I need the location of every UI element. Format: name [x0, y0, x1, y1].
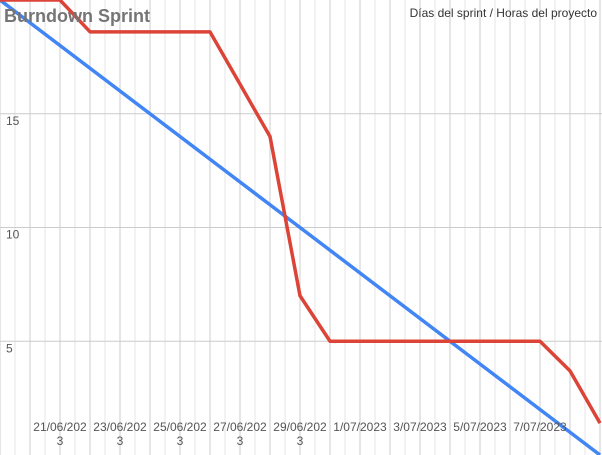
x-tick-label: 23/06/2023 — [93, 420, 147, 448]
y-tick-label: 10 — [6, 228, 20, 242]
series-line — [0, 0, 602, 425]
x-tick-label: 29/06/2023 — [273, 420, 327, 448]
x-tick-label: 27/06/2023 — [213, 420, 267, 448]
x-tick-label: 5/07/2023 — [453, 420, 507, 434]
x-tick-label: 3/07/2023 — [393, 420, 447, 434]
y-tick-label: 5 — [6, 341, 13, 355]
x-tick-label: 1/07/2023 — [333, 420, 387, 434]
x-tick-label: 7/07/2023 — [513, 420, 567, 434]
y-tick-label: 15 — [6, 114, 20, 128]
x-tick-label: 25/06/2023 — [153, 420, 207, 448]
chart-subtitle: Días del sprint / Horas del proyecto — [410, 6, 598, 20]
chart-title: Burndown Sprint — [4, 6, 150, 26]
x-tick-label: 21/06/2023 — [33, 420, 87, 448]
